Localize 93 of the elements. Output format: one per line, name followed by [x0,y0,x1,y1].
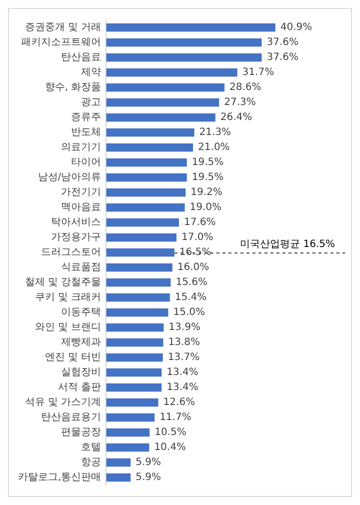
bar [106,173,187,182]
bar [106,23,276,32]
y-tick-label: 남성/남아의류 [38,172,102,184]
bar [106,458,131,467]
data-label: 40.9% [280,22,312,34]
bar [106,53,262,62]
data-label: 17.6% [184,217,216,228]
bar [106,143,194,152]
y-tick-label: 증권중개 및 거래 [24,22,102,34]
data-label: 15.4% [174,292,207,304]
bar [106,203,185,212]
bar [106,263,172,272]
y-tick-label: 이동주택 [61,307,102,318]
y-tick-label: 카탈로그,통신판매 [18,472,102,484]
y-tick-label: 타이어 [71,157,102,168]
y-tick-label: 제빵제과 [61,337,102,348]
y-tick-label: 탄산음료용기 [41,412,102,424]
bar [106,83,224,92]
data-label: 13.8% [168,337,200,348]
data-label: 31.7% [242,67,274,78]
data-label: 19.5% [192,172,224,184]
data-label: 5.9% [136,472,161,484]
data-label: 27.3% [224,97,256,108]
data-label: 10.5% [154,427,186,438]
y-tick-label: 증류주 [71,112,102,124]
y-tick-label: 패키지소프트웨어 [21,37,102,48]
bar [106,248,174,257]
y-tick-label: 제약 [81,67,102,78]
bar [106,98,220,107]
annotation: 미국산업평균 16.5% [240,239,335,250]
data-label: 12.6% [163,397,196,408]
bar [106,218,179,227]
data-label: 26.4% [220,112,252,124]
bar [106,443,150,452]
bar [106,188,186,197]
bar [106,323,164,332]
y-tick-label: 편물공장 [61,427,102,438]
bar [106,473,131,482]
y-tick-label: 쿠키 및 크래커 [34,292,102,304]
data-label: 19.5% [192,157,224,168]
bar [106,158,187,167]
data-label: 5.9% [136,457,161,468]
bar [106,38,262,47]
data-label: 11.7% [160,412,192,424]
y-tick-label: 항공 [81,457,102,468]
y-tick-label: 의료기기 [61,142,102,154]
y-tick-label: 엔진 및 터빈 [44,352,102,364]
data-label: 10.4% [154,442,186,454]
y-tick-label: 와인 및 브랜디 [34,322,102,334]
data-label: 28.6% [229,82,262,94]
y-tick-label: 철제 및 강철주물 [24,277,102,288]
bar [106,278,171,287]
data-label: 13.7% [168,352,200,364]
y-tick-label: 가정용가구 [51,232,102,244]
data-label: 37.6% [266,37,298,48]
data-label: 13.9% [168,322,200,334]
data-label: 37.6% [266,52,298,64]
data-label: 15.0% [173,307,206,318]
bar [106,293,170,302]
bar [106,308,168,317]
y-tick-label: 가전기기 [61,187,102,198]
bar [106,368,162,377]
y-tick-label: 실험장비 [61,367,102,378]
y-tick-label: 식료품점 [61,262,102,274]
data-label: 16.0% [177,262,210,274]
y-tick-label: 석유 및 가스기계 [24,397,102,408]
y-tick-label: 서적 출판 [58,382,102,394]
y-tick-label: 맥아음료 [61,202,102,214]
bar [106,353,163,362]
bar [106,128,194,137]
data-label: 21.0% [198,142,230,154]
bar [106,428,150,437]
y-tick-label: 탁아서비스 [51,217,102,228]
bar [106,383,162,392]
bar [106,233,176,242]
data-label: 17.0% [182,232,214,244]
data-label: 19.2% [190,187,222,198]
bar [106,68,238,77]
bar [106,113,216,122]
bar [106,398,158,407]
data-label: 15.6% [176,277,208,288]
y-tick-label: 드러그스토어 [41,247,102,258]
y-tick-label: 탄산음료 [61,52,102,64]
y-tick-label: 향수, 화장품 [44,82,102,94]
data-label: 21.3% [199,127,232,138]
y-tick-label: 반도체 [71,127,102,138]
y-tick-label: 호텔 [81,442,102,454]
data-label: 19.0% [190,202,222,214]
y-tick-label: 광고 [81,97,102,108]
data-label: 13.4% [166,382,198,394]
data-label: 13.4% [166,367,198,378]
bar [106,413,155,422]
bar [106,338,164,347]
